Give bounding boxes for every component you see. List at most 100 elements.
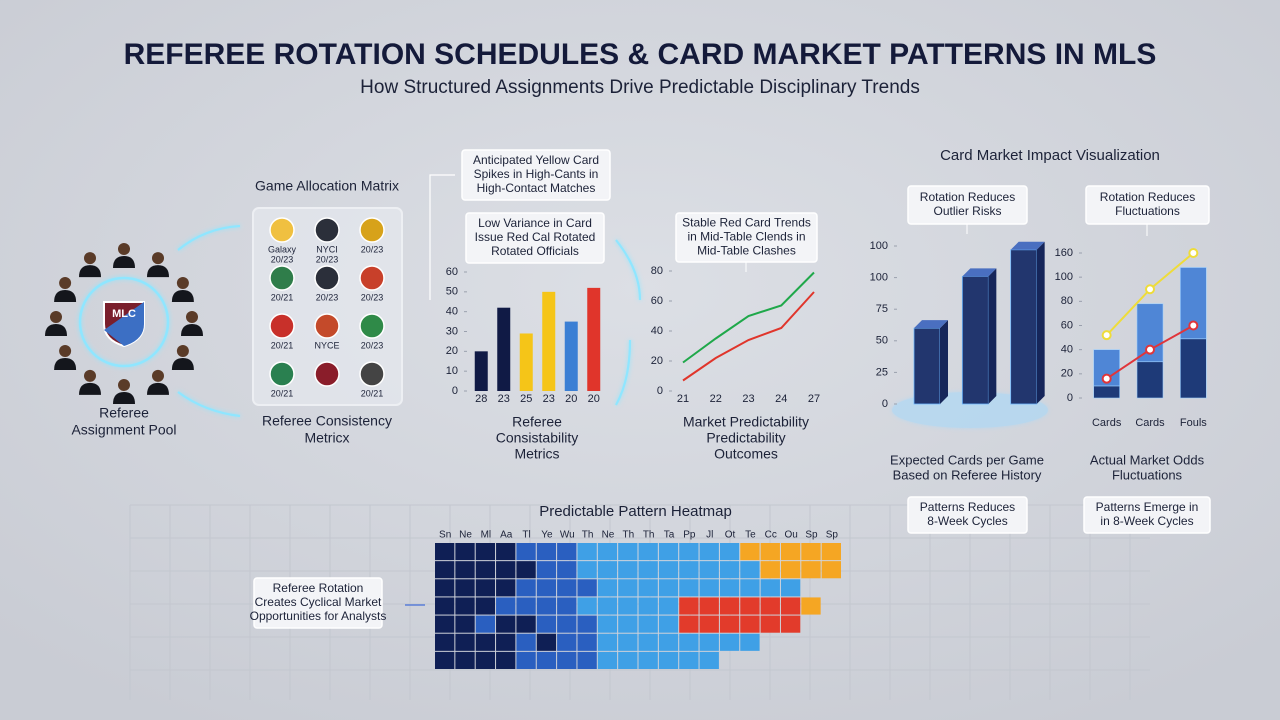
series-line <box>682 291 815 382</box>
chart-caption: Consistability <box>496 430 578 446</box>
annotation: Referee Rotation <box>273 581 364 595</box>
referee-head <box>59 277 72 289</box>
bar-top <box>914 320 948 329</box>
x-tick-label: 22 <box>710 393 722 405</box>
heat-cell <box>760 543 780 561</box>
heat-cell <box>516 615 536 633</box>
y-tick-label: 0 <box>452 385 458 397</box>
heat-cell <box>618 543 638 561</box>
subtitle: How Structured Assignments Drive Predict… <box>360 77 920 98</box>
heat-cell <box>679 651 699 669</box>
note-box <box>907 496 1028 534</box>
heat-cell <box>719 543 740 561</box>
heat-cell <box>577 615 597 633</box>
team-badge <box>359 217 385 243</box>
annotation: Anticipated Yellow Card <box>473 153 599 167</box>
heat-cell <box>780 597 801 615</box>
bar-top <box>962 268 997 277</box>
team-label: 20/23 <box>361 292 384 302</box>
bar-side <box>940 320 948 404</box>
chart-caption: Outcomes <box>714 446 778 462</box>
y-tick-label: 25 <box>876 366 888 378</box>
heat-cell <box>435 615 455 633</box>
heat-cell <box>658 615 679 633</box>
heat-cell <box>740 597 760 615</box>
heat-cell <box>455 597 475 615</box>
column-label: Tl <box>522 530 530 541</box>
x-tick-label: 20 <box>565 393 577 405</box>
heat-cell <box>760 561 780 579</box>
bar-segment <box>1093 385 1120 399</box>
heat-cell <box>658 579 679 597</box>
bar-top <box>1010 241 1045 250</box>
heat-cell <box>658 543 679 561</box>
point <box>1188 320 1199 331</box>
x-tick-label: 25 <box>520 393 532 405</box>
flow-arrows <box>177 174 872 606</box>
heat-cell <box>638 615 658 633</box>
column-label: Jl <box>706 530 713 541</box>
column-label: Ml <box>481 530 492 541</box>
heat-cell <box>577 561 597 579</box>
note: in 8-Week Cycles <box>1100 514 1193 528</box>
bar-side <box>1036 241 1045 404</box>
heat-cell <box>740 543 760 561</box>
referee-icon <box>45 324 67 336</box>
heat-cell <box>719 561 740 579</box>
team-label: NYCI <box>316 244 338 254</box>
point <box>1188 248 1199 258</box>
heat-cell <box>516 633 536 651</box>
referee-icon <box>113 392 135 404</box>
heat-cell <box>780 543 801 561</box>
heat-cell <box>719 597 740 615</box>
annotation: Stable Red Card Trends <box>682 216 811 230</box>
heat-cell <box>801 543 821 561</box>
y-tick-label: 60 <box>651 295 663 307</box>
team-badge <box>359 313 385 339</box>
column-label: Ne <box>459 530 472 541</box>
heat-cell <box>435 579 455 597</box>
heat-cell <box>557 597 577 615</box>
heat-cell <box>679 543 699 561</box>
heat-cell <box>780 561 801 579</box>
team-label: 20/23 <box>316 292 339 302</box>
team-label: 20/23 <box>361 244 384 254</box>
team-badge <box>314 313 340 339</box>
column-label: Sp <box>805 530 818 541</box>
heat-cell <box>618 561 638 579</box>
y-tick-label: 0 <box>657 385 663 397</box>
matrix-caption: Referee Consistency <box>262 413 392 429</box>
annotation: Rotation Reduces <box>1100 190 1195 204</box>
bar-side <box>988 268 997 404</box>
annotation: Fluctuations <box>1115 204 1180 218</box>
team-label: 20/21 <box>271 388 294 398</box>
annotation-box <box>253 577 383 629</box>
column-label: Ot <box>725 530 736 541</box>
heat-cell <box>597 615 618 633</box>
referee-icon <box>113 256 135 268</box>
heat-cell <box>760 615 780 633</box>
column-label: Ta <box>664 530 675 541</box>
heat-cell <box>475 561 496 579</box>
team-badge <box>269 265 295 291</box>
heat-cell <box>618 579 638 597</box>
y-tick-label: 50 <box>446 286 458 298</box>
heat-cell <box>740 615 760 633</box>
y-tick-label: 40 <box>651 325 663 337</box>
heat-cell <box>740 561 760 579</box>
annotation: High-Contact Matches <box>477 181 596 195</box>
y-tick-label: 20 <box>446 345 458 357</box>
heat-cell <box>536 597 557 615</box>
chart-caption: Actual Market Odds <box>1090 452 1205 467</box>
referee-head <box>118 379 130 391</box>
heat-cell <box>638 543 658 561</box>
heat-cell <box>760 579 780 597</box>
heat-cell <box>658 561 679 579</box>
heat-cell <box>516 651 536 669</box>
column-label: Ne <box>602 530 615 541</box>
heat-cell <box>638 651 658 669</box>
team-badge <box>314 265 340 291</box>
note: Patterns Reduces <box>920 500 1015 514</box>
heat-cell <box>536 543 557 561</box>
heat-cell <box>658 651 679 669</box>
